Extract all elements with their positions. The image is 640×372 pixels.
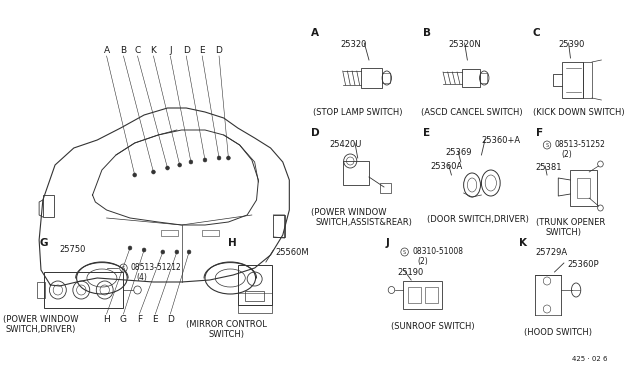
Bar <box>202 230 219 236</box>
Text: 08513-51212: 08513-51212 <box>131 263 182 272</box>
Bar <box>582 62 592 98</box>
Text: J: J <box>386 238 390 248</box>
Text: D: D <box>167 315 173 324</box>
Circle shape <box>227 156 230 160</box>
Bar <box>408 287 422 303</box>
Circle shape <box>203 158 207 162</box>
Text: S: S <box>403 250 406 254</box>
Text: (2): (2) <box>561 150 572 159</box>
Text: B: B <box>423 28 431 38</box>
Circle shape <box>128 246 132 250</box>
Text: (HOOD SWITCH): (HOOD SWITCH) <box>524 328 591 337</box>
Text: F: F <box>536 128 543 138</box>
Circle shape <box>175 250 179 254</box>
Text: 25369: 25369 <box>446 148 472 157</box>
Bar <box>382 73 390 83</box>
Text: 08513-51252: 08513-51252 <box>554 140 605 149</box>
Text: 25381: 25381 <box>536 163 563 172</box>
Text: B: B <box>120 46 127 55</box>
Text: E: E <box>152 315 158 324</box>
Bar <box>461 69 481 87</box>
Text: A: A <box>311 28 319 38</box>
Text: K: K <box>150 46 156 55</box>
Bar <box>44 272 124 308</box>
Bar <box>238 265 271 305</box>
Text: 25360P: 25360P <box>568 260 599 269</box>
Bar <box>362 68 382 88</box>
Text: H: H <box>103 315 110 324</box>
Text: (4): (4) <box>136 273 147 282</box>
Text: 25320N: 25320N <box>449 40 481 49</box>
Text: H: H <box>228 238 237 248</box>
Text: (POWER WINDOW: (POWER WINDOW <box>311 208 387 217</box>
Circle shape <box>166 166 170 170</box>
Text: 25320: 25320 <box>341 40 367 49</box>
Text: E: E <box>423 128 431 138</box>
Text: K: K <box>519 238 527 248</box>
Text: (DOOR SWITCH,DRIVER): (DOOR SWITCH,DRIVER) <box>427 215 529 224</box>
Text: (2): (2) <box>418 257 428 266</box>
Text: F: F <box>137 315 142 324</box>
Bar <box>577 178 590 198</box>
Text: (KICK DOWN SWITCH): (KICK DOWN SWITCH) <box>533 108 625 117</box>
Text: D: D <box>216 46 223 55</box>
Text: G: G <box>120 315 127 324</box>
Text: (STOP LAMP SWITCH): (STOP LAMP SWITCH) <box>313 108 403 117</box>
Circle shape <box>142 248 146 252</box>
Text: 25390: 25390 <box>558 40 585 49</box>
Bar <box>425 287 438 303</box>
Text: (ASCD CANCEL SWITCH): (ASCD CANCEL SWITCH) <box>420 108 522 117</box>
Text: S: S <box>122 266 125 270</box>
Text: 25420U: 25420U <box>330 140 362 149</box>
Text: C: C <box>533 28 541 38</box>
Bar <box>273 215 285 237</box>
Text: C: C <box>134 46 141 55</box>
Text: E: E <box>200 46 205 55</box>
Text: SWITCH,ASSIST&REAR): SWITCH,ASSIST&REAR) <box>316 218 412 227</box>
Text: 08310-51008: 08310-51008 <box>412 247 463 256</box>
Text: S: S <box>545 142 548 148</box>
Bar <box>343 161 369 185</box>
Text: 25360A: 25360A <box>430 162 462 171</box>
Text: (SUNROOF SWITCH): (SUNROOF SWITCH) <box>390 322 474 331</box>
Circle shape <box>161 250 164 254</box>
Bar <box>570 170 596 206</box>
Bar <box>238 305 271 313</box>
Bar <box>37 282 45 298</box>
Text: 25729A: 25729A <box>536 248 568 257</box>
Circle shape <box>217 156 221 160</box>
Bar <box>380 183 392 193</box>
Text: A: A <box>104 46 109 55</box>
Bar <box>479 73 487 83</box>
Text: SWITCH): SWITCH) <box>545 228 581 237</box>
Circle shape <box>189 160 193 164</box>
Bar <box>245 291 264 301</box>
Bar <box>161 230 178 236</box>
Bar <box>43 195 54 217</box>
Text: 25360+A: 25360+A <box>481 136 520 145</box>
Text: G: G <box>39 238 47 248</box>
Circle shape <box>187 250 191 254</box>
Text: D: D <box>183 46 189 55</box>
Text: SWITCH): SWITCH) <box>209 330 244 339</box>
Bar <box>562 62 582 98</box>
Text: (MIRROR CONTROL: (MIRROR CONTROL <box>186 320 267 329</box>
Text: 425 · 02 6: 425 · 02 6 <box>572 356 608 362</box>
Text: 25560M: 25560M <box>275 248 309 257</box>
Text: (TRUNK OPENER: (TRUNK OPENER <box>536 218 605 227</box>
Text: 25190: 25190 <box>397 268 423 277</box>
Bar <box>403 281 442 309</box>
Text: SWITCH,DRIVER): SWITCH,DRIVER) <box>6 325 76 334</box>
Circle shape <box>178 163 182 167</box>
Text: 25750: 25750 <box>60 245 86 254</box>
Text: J: J <box>169 46 172 55</box>
Text: D: D <box>311 128 319 138</box>
Text: (POWER WINDOW: (POWER WINDOW <box>3 315 79 324</box>
Circle shape <box>133 173 136 177</box>
Circle shape <box>152 170 156 174</box>
